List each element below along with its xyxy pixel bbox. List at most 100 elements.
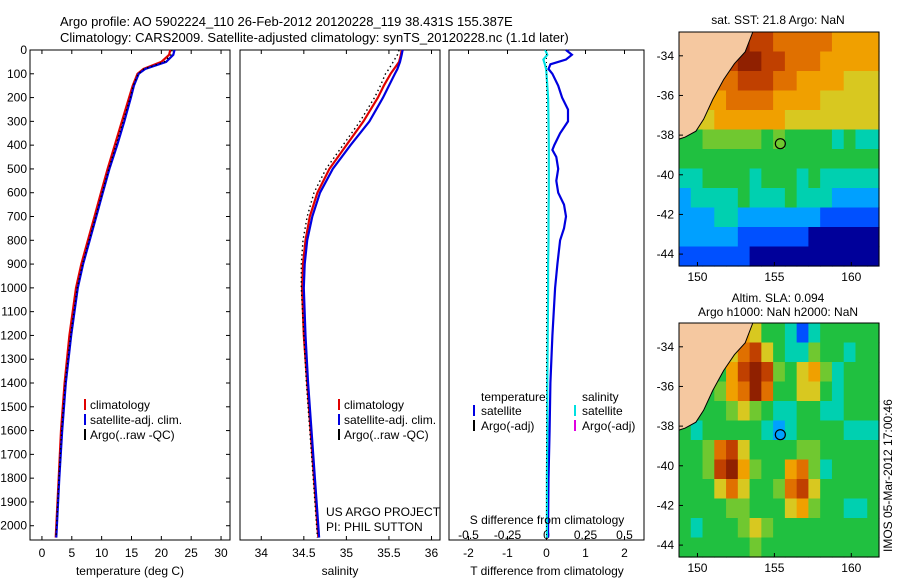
heatmap-cell: [726, 537, 739, 558]
heatmap-cell: [749, 401, 762, 422]
heatmap-cell: [726, 188, 739, 209]
heatmap-cell: [702, 207, 715, 228]
heatmap-cell: [726, 440, 739, 461]
heatmap-cell: [820, 32, 833, 53]
y-tick-label: 800: [7, 233, 27, 247]
salinity-plot-frame: [239, 49, 441, 541]
heatmap-cell: [761, 32, 774, 53]
heatmap-cell: [855, 227, 868, 248]
y-tick-label: 1900: [0, 495, 27, 509]
heatmap-cell: [702, 459, 715, 480]
heatmap-cell: [808, 401, 821, 422]
heatmap-cell: [820, 420, 833, 441]
x-tick-label: 0: [543, 546, 550, 560]
sla-map-title-line-2: Argo h1000: NaN h2000: NaN: [698, 305, 858, 319]
heatmap-cell: [855, 440, 868, 461]
x-tick-label: 34.5: [292, 546, 316, 560]
heatmap-cell: [831, 90, 845, 111]
heatmap-cell: [784, 90, 798, 111]
y-tick-label: 1800: [0, 471, 27, 485]
heatmap-cell: [773, 362, 786, 383]
lat-tick-label: -34: [657, 49, 675, 63]
heatmap-cell: [831, 401, 845, 422]
heatmap-cell: [796, 71, 810, 92]
heatmap-cell: [831, 518, 845, 539]
heatmap-cell: [726, 71, 739, 92]
heatmap-cell: [773, 420, 786, 441]
heatmap-cell: [679, 498, 692, 519]
heatmap-cell: [808, 381, 821, 402]
heatmap-cell: [820, 440, 833, 461]
heatmap-cell: [855, 381, 868, 402]
argo-location-marker: [774, 429, 786, 441]
heatmap-cell: [867, 149, 880, 170]
heatmap-cell: [831, 440, 845, 461]
heatmap-cell: [820, 381, 833, 402]
heatmap-cell: [690, 518, 704, 539]
heatmap-cell: [773, 129, 786, 150]
salinity-axis: 34 34.5 35 35.5 36: [255, 50, 438, 560]
legend-argo-label: Argo(..raw -QC): [344, 428, 429, 442]
heatmap-cell: [702, 149, 715, 170]
heatmap-cell: [808, 498, 821, 519]
heatmap-cell: [867, 420, 880, 441]
heatmap-cell: [843, 129, 857, 150]
heatmap-cell: [679, 459, 692, 480]
y-tick-label: 1700: [0, 447, 27, 461]
heatmap-cell: [761, 227, 774, 248]
heatmap-cell: [843, 323, 857, 344]
heatmap-cell: [855, 342, 868, 363]
heatmap-cell: [831, 110, 845, 131]
heatmap-cell: [820, 227, 833, 248]
heatmap-cell: [714, 479, 727, 500]
heatmap-cell: [690, 246, 704, 267]
heatmap-cell: [737, 518, 751, 539]
heatmap-cell: [714, 401, 727, 422]
heatmap-cell: [843, 342, 857, 363]
heatmap-cell: [761, 323, 774, 344]
heatmap-cell: [773, 459, 786, 480]
heatmap-cell: [690, 188, 704, 209]
y-tick-label: 300: [7, 114, 27, 128]
heatmap-cell: [855, 401, 868, 422]
heatmap-cell: [737, 246, 751, 267]
lon-tick-label: 160: [841, 270, 861, 284]
heatmap-cell: [761, 479, 774, 500]
heatmap-cell: [749, 479, 762, 500]
heatmap-cell: [679, 207, 692, 228]
legend-t-satellite-label: satellite: [481, 404, 522, 418]
heatmap-cell: [679, 246, 692, 267]
x-tick-label: 2: [621, 546, 628, 560]
heatmap-cell: [690, 440, 704, 461]
heatmap-cell: [749, 323, 762, 344]
heatmap-cell: [726, 129, 739, 150]
heatmap-cell: [820, 71, 833, 92]
heatmap-cell: [784, 420, 798, 441]
series-line: [302, 49, 404, 538]
heatmap-cell: [831, 362, 845, 383]
heatmap-cell: [690, 459, 704, 480]
heatmap-cell: [679, 440, 692, 461]
heatmap-cell: [702, 188, 715, 209]
heatmap-cell: [820, 90, 833, 111]
heatmap-cell: [690, 537, 704, 558]
heatmap-cell: [867, 498, 880, 519]
x-tick-label: 5: [68, 546, 75, 560]
sla-coastline: [678, 322, 754, 431]
heatmap-cell: [679, 149, 692, 170]
y-tick-label: 1400: [0, 376, 27, 390]
lon-tick-label: 150: [687, 270, 707, 284]
argo-location-marker: [774, 138, 786, 150]
heatmap-cell: [831, 227, 845, 248]
lon-tick-label: 155: [764, 561, 784, 575]
heatmap-cell: [773, 71, 786, 92]
imos-timestamp: IMOS 05-Mar-2012 17:00:46: [881, 399, 895, 552]
heatmap-cell: [843, 498, 857, 519]
heatmap-cell: [726, 90, 739, 111]
heatmap-cell: [796, 362, 810, 383]
heatmap-cell: [808, 459, 821, 480]
heatmap-cell: [690, 168, 704, 189]
heatmap-cell: [784, 227, 798, 248]
heatmap-cell: [726, 381, 739, 402]
heatmap-cell: [761, 420, 774, 441]
